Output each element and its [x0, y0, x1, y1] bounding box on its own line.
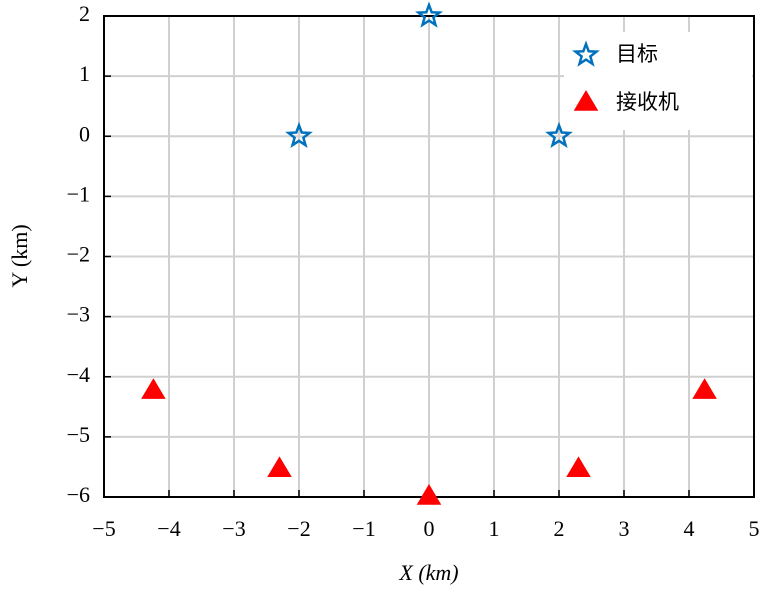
y-tick-label: −3 — [67, 302, 90, 327]
y-tick-label: −6 — [67, 482, 90, 507]
star-marker — [545, 121, 573, 148]
x-tick-label: 4 — [684, 516, 695, 541]
legend-label: 接收机 — [616, 90, 679, 114]
triangle-marker — [141, 378, 166, 399]
x-tick-label: −3 — [222, 516, 245, 541]
triangle-marker — [267, 456, 292, 478]
legend-box — [564, 32, 752, 130]
x-tick-label: 2 — [554, 516, 565, 541]
y-tick-label: 1 — [79, 61, 90, 86]
x-axis-label: X (km) — [398, 560, 458, 585]
x-tick-label: −4 — [157, 516, 180, 541]
x-tick-label: 3 — [619, 516, 630, 541]
y-tick-label: −1 — [67, 181, 90, 206]
y-tick-label: −5 — [67, 422, 90, 447]
x-tick-label: 5 — [749, 516, 760, 541]
legend-marker — [573, 90, 599, 111]
x-tick-label: 1 — [489, 516, 500, 541]
legend-marker — [572, 40, 600, 67]
x-tick-label: −1 — [352, 516, 375, 541]
star-marker — [285, 121, 313, 148]
y-axis-label: Y (km) — [7, 224, 32, 287]
x-tick-label: −5 — [92, 516, 115, 541]
y-tick-label: −4 — [67, 362, 90, 387]
triangle-marker — [692, 378, 717, 399]
x-tick-label: −2 — [287, 516, 310, 541]
y-tick-label: 0 — [79, 121, 90, 146]
triangle-marker — [566, 456, 591, 478]
triangle-marker — [416, 484, 442, 505]
y-tick-label: 2 — [79, 1, 90, 26]
x-tick-label: 0 — [424, 516, 435, 541]
star-marker — [415, 1, 443, 28]
legend-label: 目标 — [616, 42, 658, 66]
y-tick-label: −2 — [67, 242, 90, 267]
